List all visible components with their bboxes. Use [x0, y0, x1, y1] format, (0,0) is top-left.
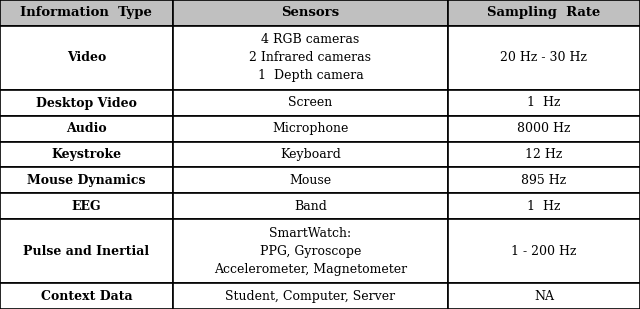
- Text: Keystroke: Keystroke: [51, 148, 122, 161]
- Text: NA: NA: [534, 290, 554, 303]
- Text: Video: Video: [67, 51, 106, 65]
- Text: 895 Hz: 895 Hz: [522, 174, 566, 187]
- Bar: [448, 90, 640, 116]
- Text: Keyboard: Keyboard: [280, 148, 341, 161]
- Bar: [0, 0, 173, 26]
- Text: Sampling  Rate: Sampling Rate: [488, 6, 600, 19]
- Bar: [448, 193, 640, 219]
- Text: 1  Hz: 1 Hz: [527, 200, 561, 213]
- Bar: [173, 26, 448, 90]
- Text: SmartWatch:
PPG, Gyroscope
Accelerometer, Magnetometer: SmartWatch: PPG, Gyroscope Accelerometer…: [214, 226, 407, 276]
- Bar: [448, 0, 640, 26]
- Text: Mouse: Mouse: [289, 174, 332, 187]
- Text: Screen: Screen: [288, 96, 333, 109]
- Bar: [173, 193, 448, 219]
- Bar: [173, 283, 448, 309]
- Bar: [173, 116, 448, 142]
- Text: Mouse Dynamics: Mouse Dynamics: [27, 174, 146, 187]
- Bar: [173, 219, 448, 283]
- Text: EEG: EEG: [72, 200, 101, 213]
- Text: Microphone: Microphone: [272, 122, 349, 135]
- Bar: [173, 90, 448, 116]
- Bar: [448, 26, 640, 90]
- Text: 8000 Hz: 8000 Hz: [517, 122, 571, 135]
- Bar: [448, 142, 640, 167]
- Bar: [448, 283, 640, 309]
- Bar: [0, 142, 173, 167]
- Text: Sensors: Sensors: [282, 6, 339, 19]
- Bar: [448, 167, 640, 193]
- Text: Information  Type: Information Type: [20, 6, 152, 19]
- Bar: [173, 167, 448, 193]
- Bar: [448, 116, 640, 142]
- Text: 20 Hz - 30 Hz: 20 Hz - 30 Hz: [500, 51, 588, 65]
- Text: Band: Band: [294, 200, 327, 213]
- Bar: [0, 219, 173, 283]
- Bar: [173, 0, 448, 26]
- Text: Desktop Video: Desktop Video: [36, 96, 137, 109]
- Text: 1 - 200 Hz: 1 - 200 Hz: [511, 244, 577, 258]
- Text: Context Data: Context Data: [40, 290, 132, 303]
- Bar: [0, 193, 173, 219]
- Text: 4 RGB cameras
2 Infrared cameras
1  Depth camera: 4 RGB cameras 2 Infrared cameras 1 Depth…: [250, 33, 371, 83]
- Text: 12 Hz: 12 Hz: [525, 148, 563, 161]
- Bar: [173, 142, 448, 167]
- Text: Student, Computer, Server: Student, Computer, Server: [225, 290, 396, 303]
- Bar: [0, 90, 173, 116]
- Bar: [448, 219, 640, 283]
- Text: 1  Hz: 1 Hz: [527, 96, 561, 109]
- Bar: [0, 26, 173, 90]
- Bar: [0, 167, 173, 193]
- Text: Pulse and Inertial: Pulse and Inertial: [23, 244, 150, 258]
- Bar: [0, 283, 173, 309]
- Bar: [0, 116, 173, 142]
- Text: Audio: Audio: [66, 122, 107, 135]
